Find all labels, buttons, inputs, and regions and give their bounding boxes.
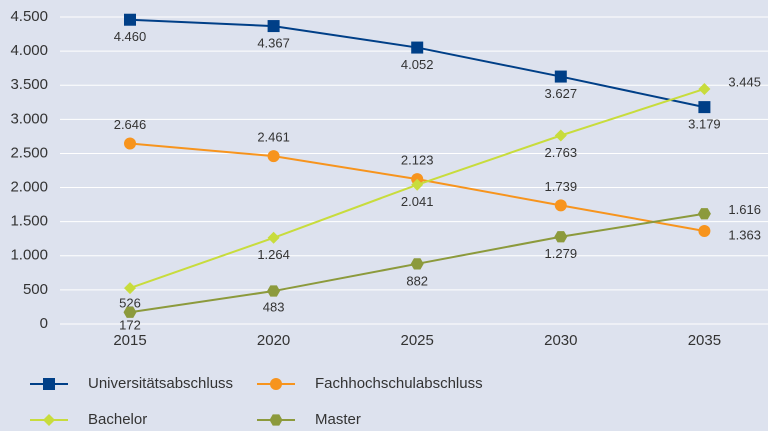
- y-tick-label: 500: [23, 281, 48, 298]
- y-tick-label: 4.500: [10, 8, 48, 25]
- value-label: 2.461: [257, 130, 290, 145]
- x-tick-label: 2030: [544, 332, 577, 349]
- marker: [124, 13, 136, 26]
- y-tick-label: 2.000: [10, 179, 48, 196]
- y-tick-label: 4.000: [10, 42, 48, 59]
- value-label: 1.264: [257, 247, 290, 262]
- legend-marker: [43, 414, 55, 426]
- marker: [697, 208, 711, 220]
- marker: [698, 101, 711, 114]
- value-label: 4.460: [114, 29, 147, 44]
- value-label: 483: [263, 299, 285, 314]
- marker: [698, 82, 711, 95]
- value-label: 1.739: [545, 179, 578, 194]
- value-label: 3.627: [545, 86, 578, 101]
- y-tick-label: 3.500: [10, 76, 48, 93]
- value-label: 2.041: [401, 194, 434, 209]
- value-label: 4.367: [257, 36, 290, 51]
- value-label: 1.363: [728, 227, 761, 242]
- y-tick-label: 2.500: [10, 144, 48, 161]
- marker: [267, 231, 280, 244]
- marker: [267, 20, 280, 33]
- y-tick-label: 3.000: [10, 110, 48, 127]
- marker: [554, 70, 567, 83]
- marker: [698, 225, 711, 238]
- y-tick-label: 0: [40, 315, 48, 332]
- value-label: 1.279: [545, 246, 578, 261]
- value-label: 2.646: [114, 117, 147, 132]
- x-tick-label: 2020: [257, 332, 290, 349]
- value-label: 1.616: [728, 202, 761, 217]
- marker: [554, 129, 567, 142]
- legend-marker: [269, 414, 283, 426]
- x-tick-label: 2035: [688, 332, 721, 349]
- value-label: 3.445: [728, 74, 761, 89]
- y-tick-label: 1.000: [10, 247, 48, 264]
- value-label: 4.052: [401, 57, 434, 72]
- value-label: 526: [119, 296, 141, 311]
- value-label: 2.763: [545, 145, 578, 160]
- marker: [411, 41, 424, 54]
- value-label: 3.179: [688, 117, 721, 132]
- marker: [124, 137, 136, 150]
- marker: [124, 282, 136, 295]
- marker: [554, 231, 568, 243]
- legend-label: Fachhochschulabschluss: [315, 375, 483, 392]
- value-label: 882: [406, 273, 428, 288]
- value-label: 2.123: [401, 153, 434, 168]
- legend-label: Universitätsabschluss: [88, 375, 233, 392]
- marker: [410, 258, 424, 270]
- marker: [267, 150, 280, 163]
- legend-label: Bachelor: [88, 411, 147, 428]
- marker: [123, 306, 137, 318]
- marker: [411, 178, 424, 191]
- value-label: 172: [119, 318, 141, 333]
- x-tick-label: 2025: [401, 332, 434, 349]
- x-tick-label: 2015: [113, 332, 146, 349]
- legend-marker: [43, 378, 55, 390]
- marker: [267, 285, 281, 297]
- y-tick-label: 1.500: [10, 213, 48, 230]
- legend-marker: [270, 378, 282, 390]
- marker: [554, 199, 567, 212]
- legend-label: Master: [315, 411, 361, 428]
